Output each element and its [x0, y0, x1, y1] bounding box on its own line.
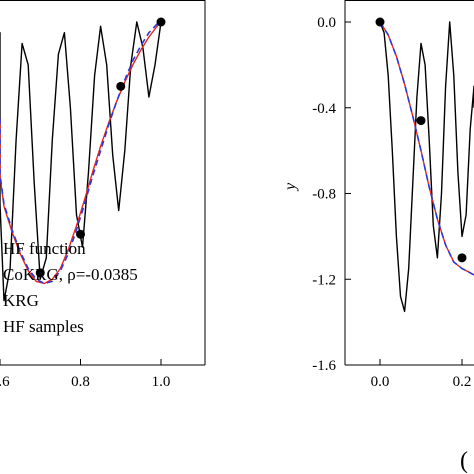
left-hf-sample-point: [76, 229, 85, 239]
right-series-lines: [379, 21, 474, 313]
right-x-tick-label: 0.2: [453, 374, 472, 390]
legend-entry-hf-function: HF function: [3, 239, 86, 258]
left-panel: .6 0.8 1.0 HF function CoKRG, ρ=-0.0385 KR…: [0, 0, 206, 390]
right-y-tick-label: -1.2: [312, 272, 336, 288]
legend-entry-krg: KRG: [3, 291, 39, 310]
legend: HF function CoKRG, ρ=-0.0385 KRG HF samp…: [3, 239, 138, 336]
right-y-axis-label: y: [282, 182, 299, 192]
right-series-0-line: [379, 21, 474, 313]
left-hf-sample-point: [35, 268, 45, 278]
left-x-ticks: .6 0.8 1.0: [0, 359, 170, 390]
left-sample-markers: [35, 17, 166, 278]
right-y-tick-label: -1.6: [312, 358, 336, 374]
right-series-2-line: [379, 21, 474, 276]
legend-entry-cokrg: CoKRG, ρ=-0.0385: [3, 265, 138, 284]
right-hf-sample-point: [457, 253, 467, 263]
right-y-tick-label: 0.0: [317, 15, 336, 31]
panel-tag: (: [460, 448, 468, 474]
legend-entry-hf-samples: HF samples: [3, 317, 84, 336]
right-y-ticks: 0.0 -0.4 -0.8 -1.2 -1.6: [312, 15, 351, 374]
left-x-tick-label: 1.0: [152, 374, 171, 390]
right-y-tick-label: -0.4: [312, 101, 336, 117]
right-x-tick-label: 0.0: [371, 374, 390, 390]
right-series-1-line: [379, 21, 474, 276]
left-series-0-line: [0, 21, 162, 302]
right-panel: 0.0 -0.4 -0.8 -1.2 -1.6 0.0 0.2 y: [282, 0, 474, 390]
left-series-2-line: [0, 19, 162, 285]
right-y-tick-label: -0.8: [312, 187, 336, 203]
right-hf-sample-point: [416, 116, 426, 126]
left-series-lines: [0, 19, 162, 302]
left-x-tick-label: .6: [0, 374, 10, 390]
left-hf-sample-point: [116, 81, 126, 91]
left-x-tick-label: 0.8: [71, 374, 90, 390]
right-hf-sample-point: [375, 17, 385, 27]
right-x-ticks: 0.0 0.2: [371, 359, 472, 390]
left-hf-sample-point: [156, 17, 166, 27]
right-sample-markers: [375, 17, 467, 263]
